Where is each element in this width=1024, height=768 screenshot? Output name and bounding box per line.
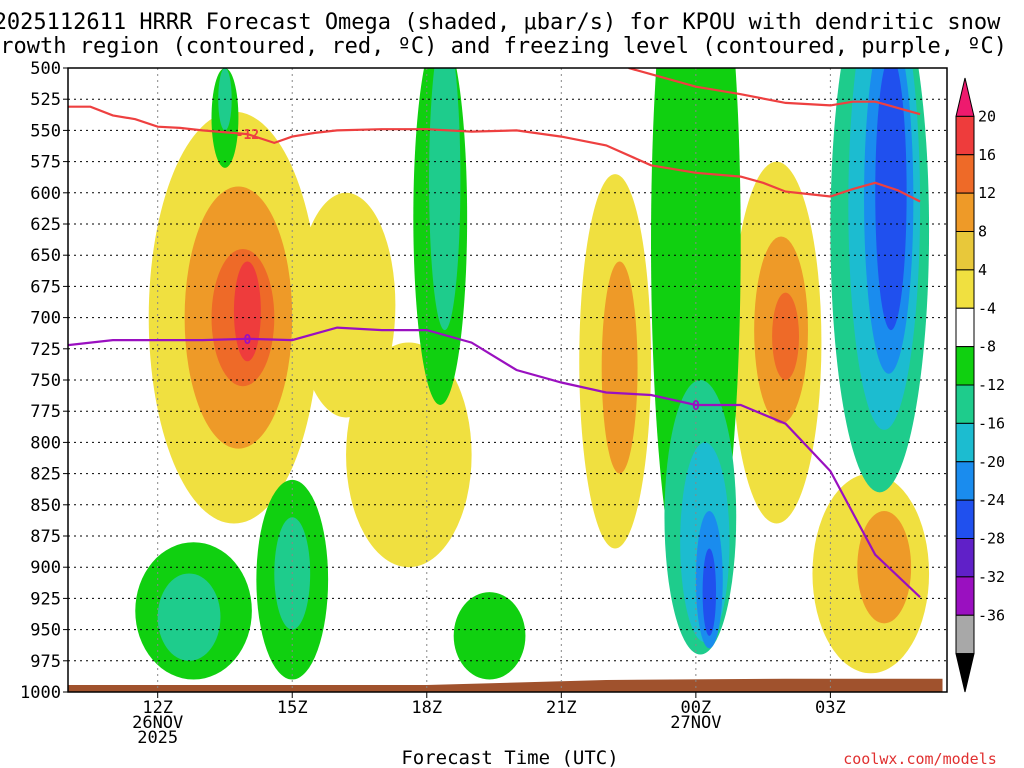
x-tick-label-4-1: 27NOV (670, 713, 721, 733)
colorbar-swatch-14 (955, 614, 975, 655)
colorbar-swatch-9 (955, 422, 975, 463)
colorbar-label-8: -16 (978, 414, 1005, 432)
colorbar-swatch-12 (955, 538, 975, 578)
colorbar-label-13: -36 (978, 606, 1005, 624)
colorbar-cap-bottom (955, 653, 975, 693)
colorbar-label-1: 16 (978, 146, 996, 164)
colorbar-swatch-4 (955, 231, 975, 271)
chart-title-line2: growth region (contoured, red, ºC) and f… (0, 34, 1007, 59)
y-tick-label-9: 725 (30, 340, 61, 360)
y-tick-label-7: 675 (30, 277, 61, 297)
colorbar-swatch-11 (955, 499, 975, 539)
y-tick-label-8: 700 (30, 309, 61, 329)
omega-cell-19 (453, 592, 526, 680)
omega-cell-18 (429, 68, 461, 331)
y-tick-label-19: 975 (30, 652, 61, 672)
y-axis: 500 525 550 575 600 625 650 675 700 725 750 775 800 8… (20, 59, 68, 703)
colorbar-swatch-13 (955, 576, 975, 616)
omega-cell-28 (875, 68, 907, 331)
colorbar-label-2: 12 (978, 184, 996, 202)
x-tick-label-5-0: 03Z (815, 698, 846, 718)
colorbar-label-5: -4 (978, 299, 996, 317)
x-tick-label-0-2: 2025 (137, 728, 178, 748)
contour-label-freezing_level-1: 0 (692, 399, 700, 414)
y-tick-label-14: 850 (30, 496, 61, 516)
contour-label-dgz_minus12-0: -12 (236, 128, 259, 143)
x-tick-label-2-0: 18Z (411, 698, 442, 718)
colorbar-swatch-8 (955, 384, 975, 424)
colorbar-swatch-10 (955, 461, 975, 501)
y-tick-label-13: 825 (30, 465, 61, 485)
y-tick-label-11: 775 (30, 402, 61, 422)
y-tick-label-18: 950 (30, 621, 61, 641)
colorbar-swatch-6 (955, 307, 975, 348)
x-tick-label-1-0: 15Z (277, 698, 308, 718)
colorbar-swatch-2 (955, 154, 975, 194)
terrain-fill (68, 678, 943, 692)
y-tick-label-1: 525 (30, 90, 61, 110)
chart-title-line1: 2025112611 HRRR Forecast Omega (shaded, … (0, 10, 1001, 35)
contour-dgz_minus12 (68, 105, 921, 203)
x-tick-label-0-1: 26NOV (132, 713, 183, 733)
omega-cell-4 (296, 192, 396, 418)
colorbar-swatch-3 (955, 192, 975, 232)
x-axis-title: Forecast Time (UTC) (401, 747, 618, 768)
colorbar-label-4: 4 (978, 261, 987, 279)
y-tick-label-4: 600 (30, 184, 61, 204)
colorbar-label-0: 20 (978, 107, 996, 125)
y-tick-label-17: 925 (30, 589, 61, 609)
omega-shading (135, 68, 930, 680)
colorbar-label-11: -28 (978, 530, 1005, 548)
colorbar-label-3: 8 (978, 223, 987, 241)
y-tick-label-15: 875 (30, 527, 61, 547)
omega-cell-24 (702, 548, 717, 636)
colorbar-label-12: -32 (978, 568, 1005, 586)
x-tick-label-3-0: 21Z (546, 698, 577, 718)
y-tick-label-0: 500 (30, 59, 61, 79)
y-tick-label-5: 625 (30, 215, 61, 235)
credit-text[interactable]: coolwx.com/models (843, 750, 997, 768)
colorbar-label-9: -20 (978, 453, 1005, 471)
gridlines (68, 68, 947, 692)
y-tick-label-2: 550 (30, 121, 61, 141)
colorbar-swatch-1 (955, 115, 975, 156)
terrain-surface (68, 678, 943, 692)
contour-freezing_level (68, 326, 921, 598)
colorbar-swatch-5 (955, 269, 975, 309)
omega-cell-7 (601, 261, 638, 474)
y-tick-label-6: 650 (30, 246, 61, 266)
colorbar-swatch-7 (955, 346, 975, 386)
contour-dgz_upper (628, 68, 921, 116)
colorbar-label-7: -12 (978, 376, 1005, 394)
omega-cell-10 (772, 292, 800, 380)
colorbar-cap-top (955, 77, 975, 117)
contour-label-freezing_level-0: 0 (243, 333, 251, 348)
colorbar-label-6: -8 (978, 338, 996, 356)
omega-cell-14 (157, 573, 221, 661)
y-tick-label-10: 750 (30, 371, 61, 391)
y-tick-label-3: 575 (30, 153, 61, 173)
y-tick-label-20: 1000 (20, 683, 61, 703)
colorbar-label-10: -24 (978, 491, 1005, 509)
x-tick-label-4-0: 00Z (680, 698, 711, 718)
x-tick-label-0-0: 12Z (142, 698, 173, 718)
temperature-contours: -12 0 0 (68, 68, 921, 598)
y-tick-label-16: 900 (30, 558, 61, 578)
colorbar: 20 16 12 8 4 -4 -8 -12 -16 -20 -24 -28 -32 -36 (955, 77, 1005, 693)
y-tick-label-12: 800 (30, 433, 61, 453)
